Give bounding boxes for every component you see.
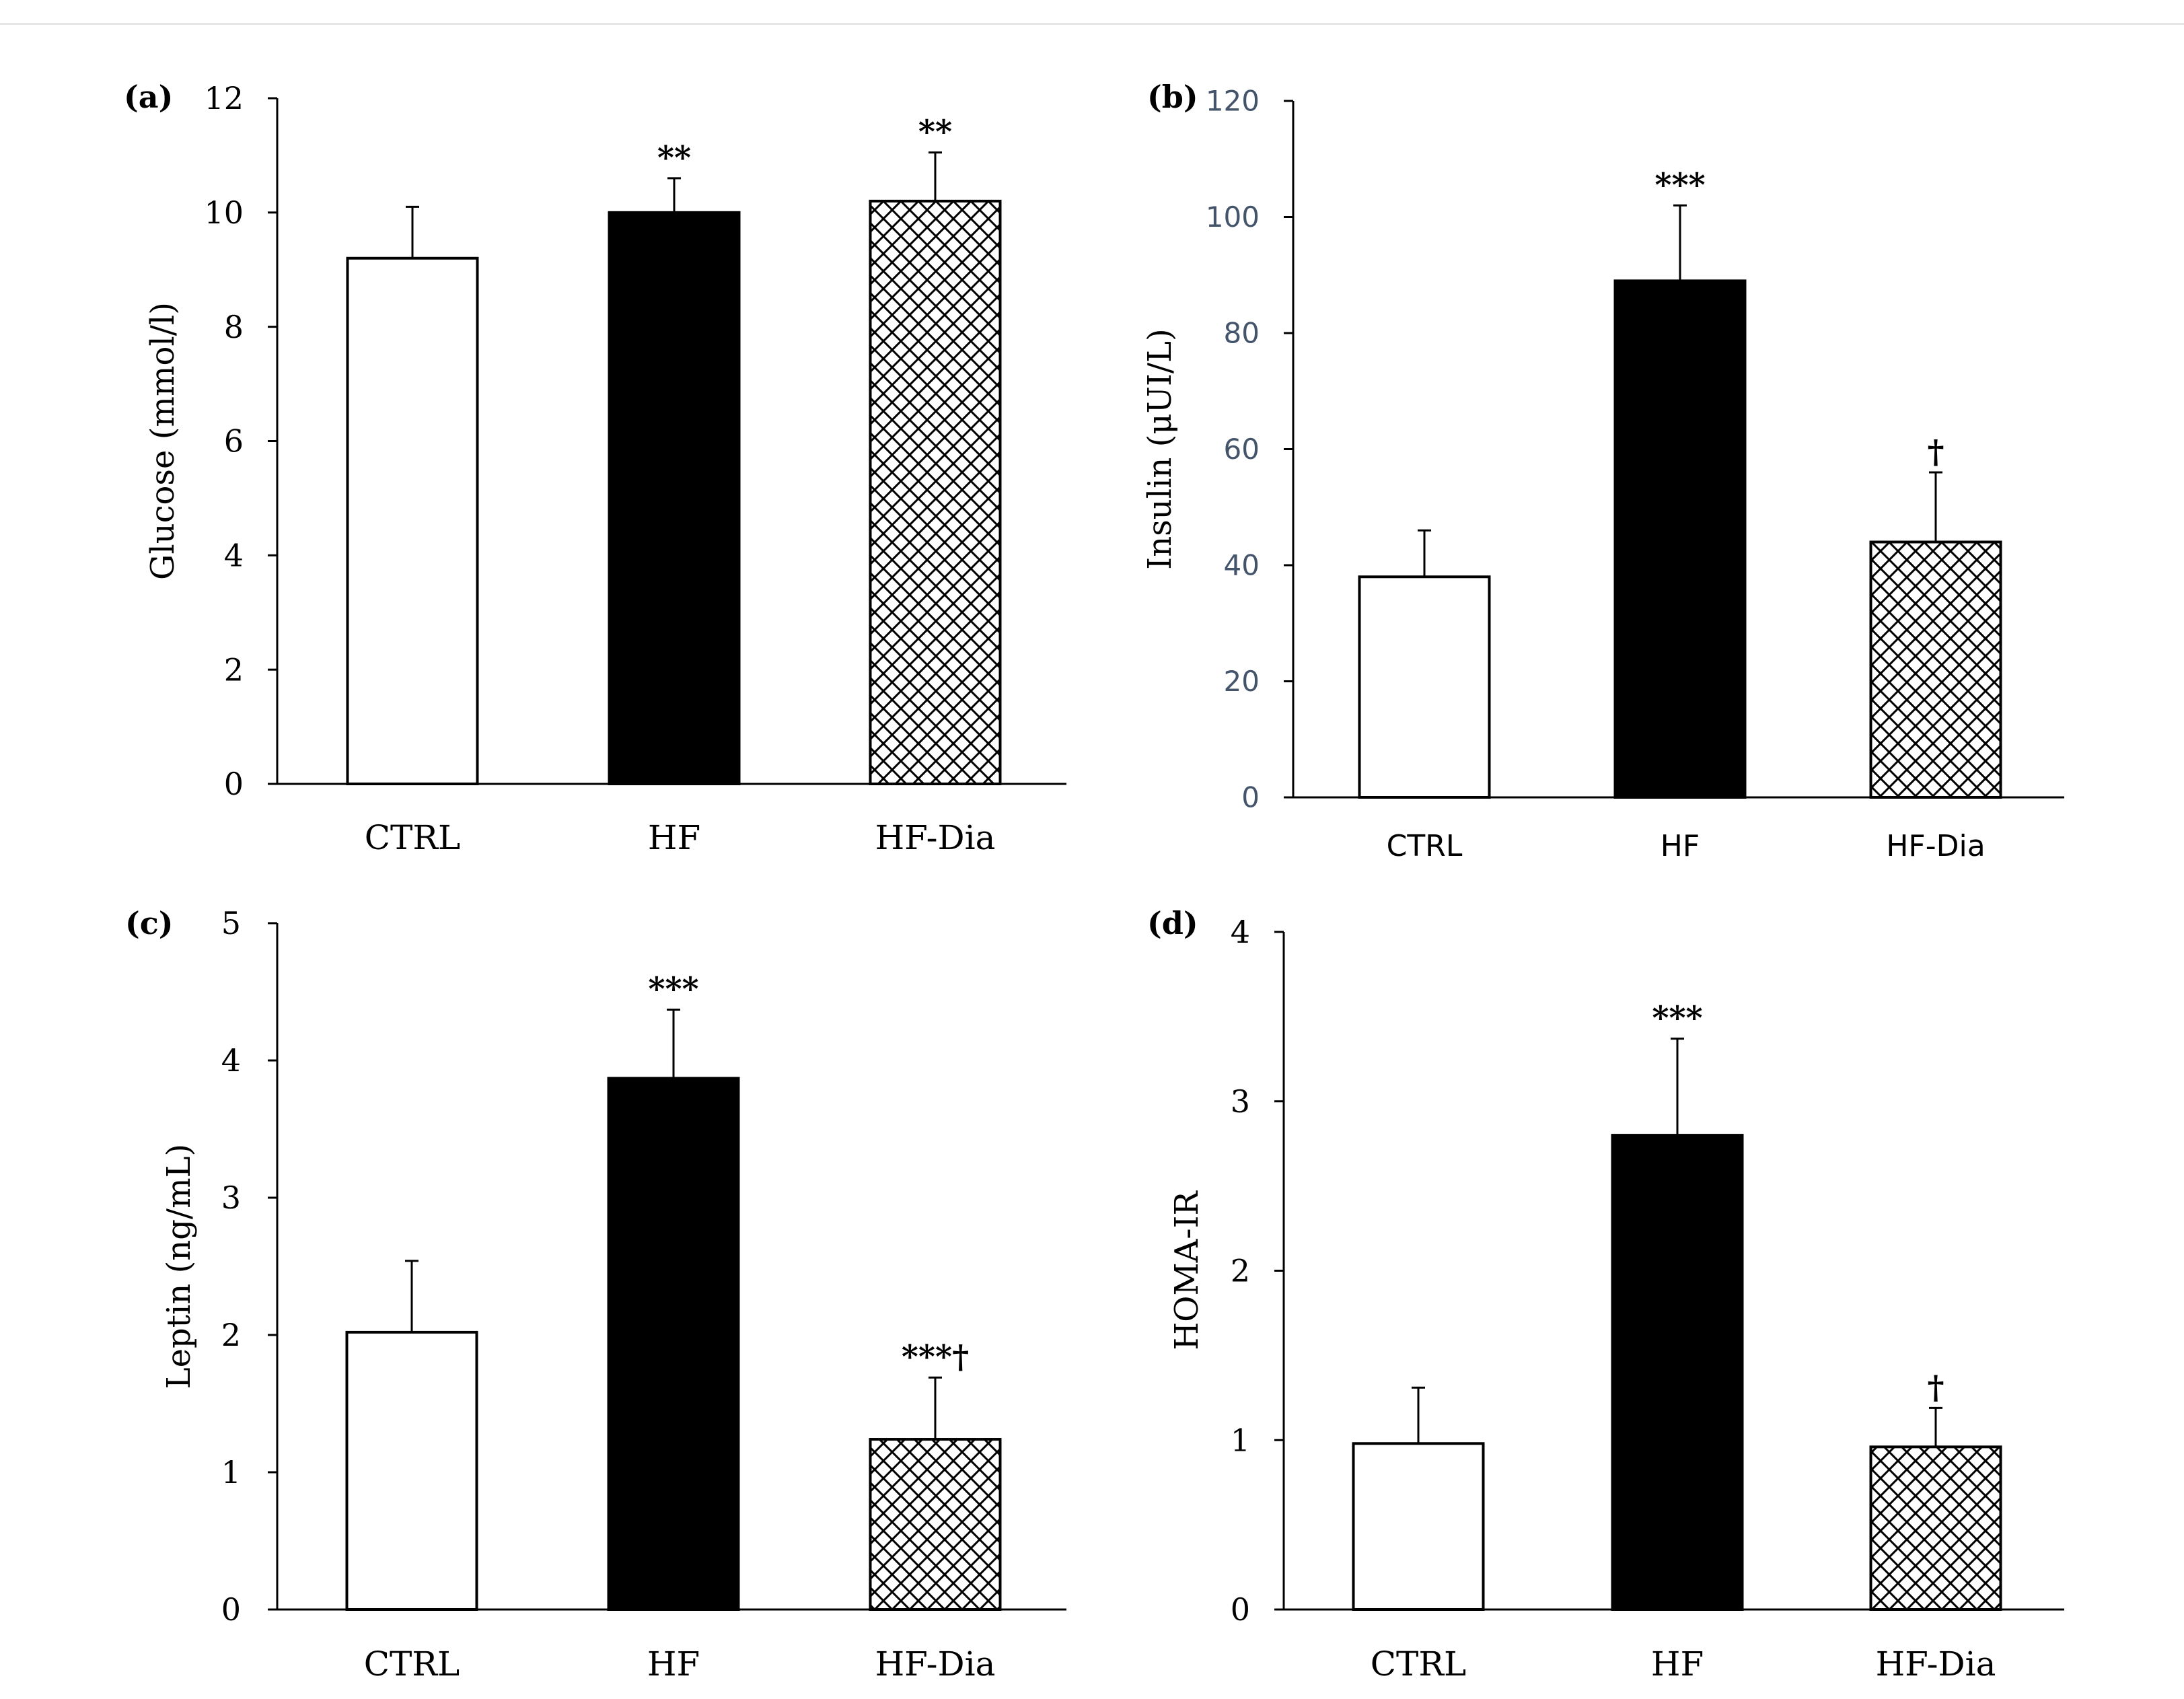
bar-ctrl (346, 256, 479, 785)
category-label-hf: HF (647, 1644, 700, 1684)
panel-b-insulin-chart: (b) 0 20 40 60 80 100 120 Insulin (μUI/L) CTRL ***… (1141, 79, 2064, 863)
y-tick-label: 5 (221, 905, 241, 941)
panel-d-homa-ir-chart: (d) 0 1 2 3 4 HOMA-IR CTRL *** HF † HF-Dia (1147, 905, 2064, 1684)
category-label-hf-dia: HF-Dia (875, 1644, 996, 1684)
bar-hf-dia (1869, 540, 2002, 799)
y-axis-title: HOMA-IR (1168, 1190, 1206, 1350)
category-label-ctrl: CTRL (1387, 829, 1463, 863)
significance-marker-hf: *** (648, 971, 698, 1009)
panel-c-leptin-chart: (c) 0 1 2 3 4 5 Leptin (ng/mL) CTRL *** HF ***† HF-D… (125, 905, 1066, 1684)
category-label-ctrl: CTRL (1371, 1644, 1466, 1684)
y-tick-label: 0 (224, 766, 244, 802)
y-tick-label: 2 (221, 1317, 241, 1353)
y-tick-label: 3 (221, 1180, 241, 1216)
y-tick-label: 4 (224, 537, 244, 573)
y-tick-label: 0 (221, 1591, 241, 1628)
bar-hf (608, 211, 741, 786)
category-label-hf-dia: HF-Dia (1876, 1644, 1996, 1684)
category-label-hf: HF (648, 818, 700, 857)
category-label-ctrl: CTRL (365, 818, 460, 857)
panel-label: (d) (1147, 905, 1198, 941)
category-label-ctrl: CTRL (364, 1644, 460, 1684)
category-label-hf-dia: HF-Dia (875, 818, 996, 857)
panel-a-glucose-chart: (a) 0 2 4 6 8 10 12 Glucose (mmol/l) CTRL ** HF ** HF… (124, 79, 1066, 857)
y-tick-label: 1 (1231, 1422, 1250, 1458)
panel-label: (c) (125, 905, 174, 941)
y-tick-label: 8 (224, 309, 244, 345)
bar-hf (607, 1077, 740, 1611)
y-axis-title: Glucose (mmol/l) (144, 302, 182, 580)
bar-hf-dia (869, 1438, 1002, 1612)
y-tick-label: 100 (1206, 201, 1260, 233)
y-tick-label: 4 (221, 1042, 241, 1079)
bar-ctrl (345, 1330, 478, 1612)
y-tick-label: 40 (1224, 549, 1260, 582)
y-axis-title: Insulin (μUI/L) (1141, 328, 1179, 569)
y-tick-label: 0 (1241, 781, 1260, 814)
y-tick-label: 3 (1231, 1083, 1250, 1120)
significance-marker-hf-dia: ** (918, 114, 952, 151)
panel-label: (b) (1147, 79, 1198, 115)
y-tick-label: 0 (1231, 1591, 1250, 1628)
category-label-hf: HF (1661, 829, 1700, 863)
y-tick-label: 1 (221, 1454, 241, 1490)
y-tick-label: 4 (1231, 914, 1250, 950)
significance-marker-hf: ** (657, 139, 691, 177)
y-tick-label: 12 (204, 80, 244, 116)
y-tick-label: 6 (224, 423, 244, 460)
y-tick-label: 2 (224, 651, 244, 688)
y-tick-label: 60 (1224, 433, 1260, 466)
category-label-hf: HF (1651, 1644, 1704, 1684)
bar-hf (1611, 1134, 1744, 1611)
bar-hf-dia (1869, 1445, 2002, 1612)
y-tick-label: 80 (1224, 317, 1260, 350)
y-tick-label: 10 (204, 194, 244, 231)
bar-ctrl (1352, 1442, 1485, 1611)
bar-hf-dia (869, 199, 1002, 786)
significance-marker-hf-dia: ***† (902, 1338, 969, 1376)
significance-marker-hf-dia: † (1927, 1369, 1944, 1406)
y-tick-label: 20 (1224, 665, 1260, 698)
y-tick-label: 2 (1231, 1253, 1250, 1289)
y-tick-label: 120 (1206, 85, 1260, 118)
top-rule (0, 23, 2184, 25)
bar-ctrl (1358, 575, 1491, 799)
category-label-hf-dia: HF-Dia (1886, 829, 1985, 863)
significance-marker-hf: *** (1652, 1000, 1702, 1038)
bar-hf (1613, 279, 1747, 799)
significance-marker-hf: *** (1654, 166, 1705, 204)
y-axis-title: Leptin (ng/mL) (160, 1144, 198, 1389)
significance-marker-hf-dia: † (1927, 433, 1944, 471)
panel-label: (a) (124, 79, 173, 115)
